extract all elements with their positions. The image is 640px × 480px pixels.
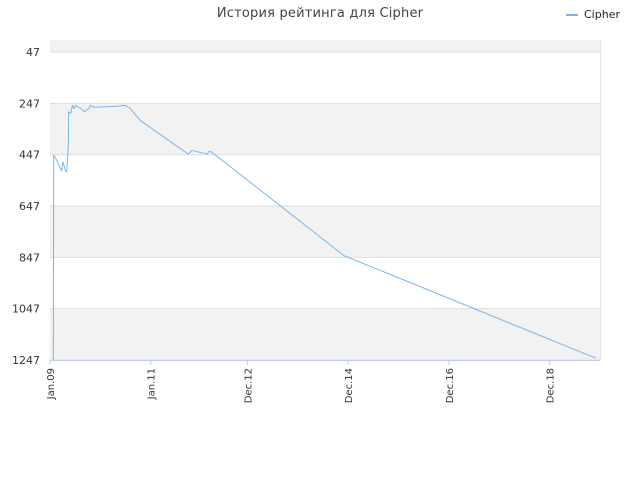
x-tick-label: Dec.14 [344,368,355,403]
legend-swatch [566,14,578,16]
y-tick-label: 447 [19,149,40,162]
plot-band [50,103,600,155]
chart-title: История рейтинга для Cipher [216,6,424,21]
x-tick-label: Jan.11 [147,368,158,400]
series-line-cipher [52,104,597,361]
y-tick-label: 247 [19,97,40,110]
y-tick-label: 647 [19,200,40,213]
legend[interactable]: Cipher [566,8,620,21]
y-tick-label: 1247 [12,354,40,367]
y-tick-label: 847 [19,251,40,264]
plot-band [50,206,600,258]
y-tick-label: 47 [26,46,40,59]
x-tick-label: Dec.16 [445,368,456,403]
plot-band [50,40,600,53]
plot-band [50,308,600,360]
legend-label: Cipher [584,8,620,21]
x-tick-label: Jan.09 [46,368,57,400]
x-tick-label: Dec.18 [546,368,557,403]
x-tick-label: Dec.12 [243,368,254,403]
y-tick-label: 1047 [12,303,40,316]
